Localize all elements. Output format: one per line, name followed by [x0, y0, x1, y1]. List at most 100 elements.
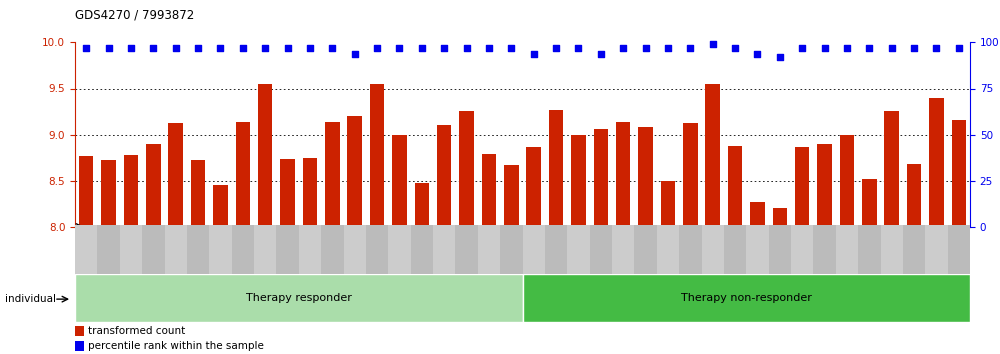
Bar: [500, 225, 522, 276]
Point: [727, 45, 743, 51]
Bar: [254, 225, 276, 276]
Bar: [746, 225, 769, 276]
Point: [570, 45, 586, 51]
Bar: [545, 225, 567, 276]
Point: [302, 45, 318, 51]
Bar: [75, 341, 84, 351]
Bar: [705, 84, 720, 227]
Bar: [146, 144, 161, 227]
Bar: [612, 225, 634, 276]
Bar: [258, 84, 272, 227]
Bar: [344, 225, 366, 276]
Point: [817, 45, 833, 51]
Bar: [120, 225, 142, 276]
Bar: [657, 225, 679, 276]
Text: GDS4270 / 7993872: GDS4270 / 7993872: [75, 9, 194, 22]
Bar: [280, 159, 295, 227]
Bar: [638, 127, 653, 227]
Point: [235, 45, 251, 51]
Bar: [702, 225, 724, 276]
Bar: [276, 225, 299, 276]
Point: [705, 41, 721, 47]
Bar: [750, 202, 765, 227]
Point: [212, 45, 228, 51]
Bar: [907, 164, 921, 227]
Point: [682, 45, 698, 51]
Bar: [549, 110, 563, 227]
Point: [906, 45, 922, 51]
Point: [324, 45, 340, 51]
Bar: [213, 185, 228, 227]
Point: [481, 45, 497, 51]
Bar: [321, 225, 344, 276]
Bar: [164, 225, 187, 276]
Bar: [209, 225, 232, 276]
Bar: [724, 225, 746, 276]
Point: [123, 45, 139, 51]
Bar: [455, 225, 478, 276]
Bar: [75, 274, 522, 322]
Bar: [571, 135, 586, 227]
Bar: [415, 183, 429, 227]
Bar: [459, 110, 474, 227]
Point: [772, 55, 788, 60]
Bar: [366, 225, 388, 276]
Point: [78, 45, 94, 51]
Bar: [813, 225, 836, 276]
Point: [168, 45, 184, 51]
Bar: [526, 147, 541, 227]
Bar: [769, 225, 791, 276]
Bar: [437, 125, 451, 227]
Bar: [836, 225, 858, 276]
Bar: [728, 147, 742, 227]
Point: [615, 45, 631, 51]
Point: [548, 45, 564, 51]
Bar: [392, 135, 407, 227]
Bar: [325, 122, 340, 227]
Point: [391, 45, 407, 51]
Bar: [791, 225, 813, 276]
Point: [436, 45, 452, 51]
Point: [660, 45, 676, 51]
Bar: [388, 225, 411, 276]
Bar: [522, 225, 545, 276]
Point: [280, 45, 296, 51]
Text: Therapy responder: Therapy responder: [246, 293, 352, 303]
Point: [145, 45, 161, 51]
Bar: [124, 155, 138, 227]
Bar: [567, 225, 590, 276]
Bar: [299, 225, 321, 276]
Point: [794, 45, 810, 51]
Bar: [817, 144, 832, 227]
Point: [459, 45, 475, 51]
Bar: [773, 208, 787, 227]
Bar: [303, 159, 317, 227]
Bar: [634, 225, 657, 276]
Bar: [168, 124, 183, 227]
Point: [593, 51, 609, 56]
Bar: [142, 225, 164, 276]
Text: percentile rank within the sample: percentile rank within the sample: [88, 341, 264, 351]
Bar: [478, 225, 500, 276]
Bar: [795, 147, 809, 227]
Bar: [370, 84, 384, 227]
Bar: [616, 122, 630, 227]
Bar: [884, 110, 899, 227]
Text: transformed count: transformed count: [88, 326, 185, 336]
Point: [369, 45, 385, 51]
Bar: [482, 154, 496, 227]
Point: [638, 45, 654, 51]
Point: [190, 45, 206, 51]
Bar: [236, 122, 250, 227]
Bar: [187, 225, 209, 276]
Bar: [522, 274, 970, 322]
Bar: [232, 225, 254, 276]
Bar: [881, 225, 903, 276]
Point: [347, 51, 363, 56]
Point: [951, 45, 967, 51]
Bar: [75, 326, 84, 336]
Point: [884, 45, 900, 51]
Bar: [590, 225, 612, 276]
Point: [928, 45, 944, 51]
Bar: [79, 156, 93, 227]
